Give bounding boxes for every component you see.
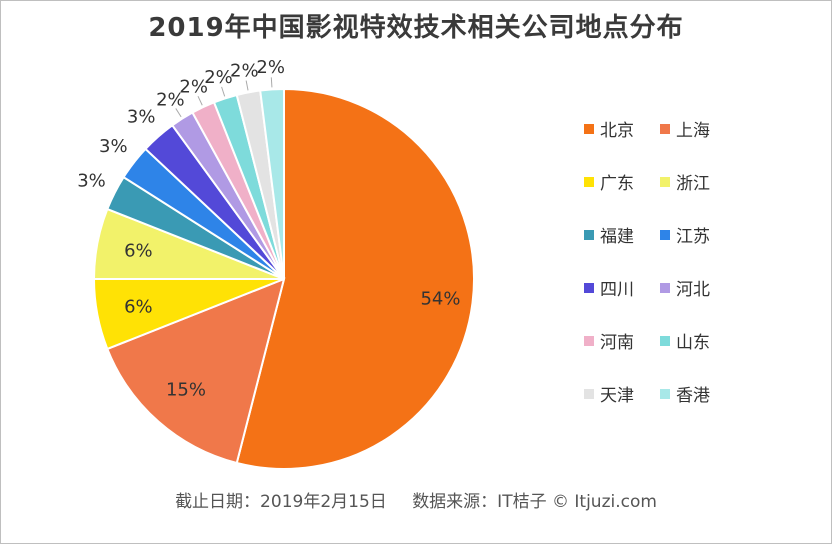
legend-label-4: 浙江 xyxy=(676,174,710,194)
legend-item-9: 河南 xyxy=(584,331,660,353)
pie-label-9: 2% xyxy=(179,77,208,98)
legend-item-3: 广东 xyxy=(584,172,660,194)
legend-swatch-12 xyxy=(660,388,670,399)
chart-legend: 北京 上海广东 浙江福建 江苏四川 河北河南 山东天津 香港 xyxy=(584,119,736,406)
legend-swatch-4 xyxy=(660,176,670,187)
legend-item-8: 河北 xyxy=(660,278,736,300)
footer-date: 截止日期：2019年2月15日 xyxy=(175,492,387,512)
legend-label-7: 四川 xyxy=(600,280,634,300)
legend-label-9: 河南 xyxy=(600,333,634,353)
pie-slice-2 xyxy=(106,277,286,465)
leader-line-12 xyxy=(270,77,273,88)
legend-swatch-9 xyxy=(584,335,594,346)
legend-swatch-1 xyxy=(584,123,594,134)
legend-label-11: 天津 xyxy=(600,386,634,406)
legend-item-4: 浙江 xyxy=(660,172,736,194)
legend-label-1: 北京 xyxy=(600,121,634,141)
legend-item-1: 北京 xyxy=(584,119,660,141)
legend-swatch-8 xyxy=(660,282,670,293)
legend-label-6: 江苏 xyxy=(676,227,710,247)
pie-label-10: 2% xyxy=(204,67,233,88)
pie-slice-12 xyxy=(259,87,285,280)
pie-label-11: 2% xyxy=(230,60,259,81)
legend-label-8: 河北 xyxy=(676,280,710,300)
pie-label-12: 2% xyxy=(256,57,285,78)
pie-label-2: 15% xyxy=(166,380,206,401)
legend-label-2: 上海 xyxy=(676,121,710,141)
legend-swatch-3 xyxy=(584,176,594,187)
legend-item-11: 天津 xyxy=(584,384,660,406)
chart-title: 2019年中国影视特效技术相关公司地点分布 xyxy=(148,13,684,43)
legend-item-7: 四川 xyxy=(584,278,660,300)
leader-line-11 xyxy=(245,80,249,91)
legend-item-2: 上海 xyxy=(660,119,736,141)
legend-swatch-2 xyxy=(660,123,670,134)
pie-label-7: 3% xyxy=(127,107,156,128)
pie-label-1: 54% xyxy=(420,288,460,309)
pie-slices xyxy=(92,87,475,470)
legend-label-3: 广东 xyxy=(600,174,634,194)
chart-footer: 截止日期：2019年2月15日 数据来源：IT桔子 © Itjuzi.com xyxy=(1,487,831,512)
pie-label-3: 6% xyxy=(124,296,153,317)
legend-swatch-10 xyxy=(660,335,670,346)
pie-label-4: 6% xyxy=(124,241,153,262)
leader-line-9 xyxy=(197,96,203,106)
legend-swatch-11 xyxy=(584,388,594,399)
legend-label-12: 香港 xyxy=(676,386,710,406)
legend-item-5: 福建 xyxy=(584,225,660,247)
legend-swatch-7 xyxy=(584,282,594,293)
pie-label-8: 2% xyxy=(156,90,185,111)
leader-line-10 xyxy=(221,86,226,97)
pie-label-6: 3% xyxy=(99,136,128,157)
legend-swatch-6 xyxy=(660,229,670,240)
legend-item-6: 江苏 xyxy=(660,225,736,247)
pie-label-5: 3% xyxy=(77,170,106,191)
legend-label-10: 山东 xyxy=(676,333,710,353)
pie-data-labels: 54%15%6%6%3%3%3%2%2%2%2%2% xyxy=(77,57,460,401)
legend-item-10: 山东 xyxy=(660,331,736,353)
pie-slice-1 xyxy=(235,87,475,470)
footer-source: 数据来源：IT桔子 © Itjuzi.com xyxy=(412,492,657,512)
leader-lines xyxy=(175,77,273,118)
leader-line-8 xyxy=(175,108,182,118)
legend-swatch-5 xyxy=(584,229,594,240)
legend-item-12: 香港 xyxy=(660,384,736,406)
legend-label-5: 福建 xyxy=(600,227,634,247)
